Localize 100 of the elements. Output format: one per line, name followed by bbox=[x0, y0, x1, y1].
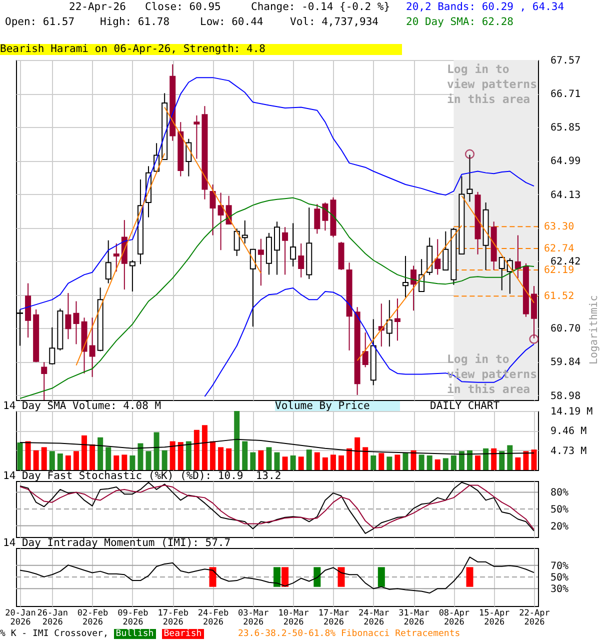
y-tick-label: 66.71 bbox=[550, 89, 581, 100]
candlestick bbox=[290, 222, 296, 267]
bar bbox=[162, 450, 168, 470]
bar bbox=[274, 452, 280, 470]
candlestick bbox=[258, 238, 264, 286]
y-tick-label: 4.73 M bbox=[550, 446, 587, 457]
x-tick-label: 03-Mar 2026 bbox=[238, 608, 269, 628]
x-tick-label: 24-Feb 2026 bbox=[198, 608, 229, 628]
y-tick-label: 64.13 bbox=[550, 190, 581, 201]
text: Change: -0.14 {-0.2 %} bbox=[251, 1, 390, 13]
candlestick bbox=[362, 332, 368, 368]
bar bbox=[402, 453, 408, 470]
chart-title: 14 Day Intraday Momentum (IMI): 57.7 bbox=[3, 537, 231, 549]
text: Bullish bbox=[114, 629, 156, 639]
bar bbox=[186, 441, 192, 470]
x-tick-label: 15-Apr 2026 bbox=[478, 608, 510, 628]
bar bbox=[298, 456, 304, 470]
bar bbox=[370, 455, 376, 470]
candlestick bbox=[105, 240, 112, 284]
candlestick bbox=[41, 362, 48, 400]
bar bbox=[426, 455, 432, 470]
candlestick bbox=[73, 300, 80, 345]
bar bbox=[362, 447, 368, 470]
candlestick bbox=[242, 220, 248, 244]
candlestick bbox=[210, 184, 216, 236]
y-tick-label: 9.46 M bbox=[550, 426, 587, 438]
bar bbox=[507, 445, 513, 470]
bar bbox=[98, 437, 104, 470]
bar bbox=[282, 456, 288, 470]
y-tick-label: 64.99 bbox=[550, 156, 581, 168]
x-tick-label: 20-Jan 2026 bbox=[5, 608, 36, 628]
bar bbox=[458, 451, 464, 470]
bar bbox=[523, 451, 529, 470]
y-tick-label: 65.85 bbox=[550, 122, 581, 134]
bar bbox=[138, 443, 144, 470]
bar bbox=[130, 455, 136, 470]
bar bbox=[106, 447, 112, 470]
annotation: Log in to view patterns in this area bbox=[447, 62, 538, 107]
y-tick-label: 60.70 bbox=[550, 324, 581, 335]
x-tick-label: 17-Feb 2026 bbox=[158, 608, 188, 628]
bar bbox=[515, 457, 521, 470]
text: Bearish bbox=[162, 629, 204, 639]
text: Vol: 4,737,934 bbox=[290, 16, 379, 28]
candlestick bbox=[466, 154, 473, 202]
candlestick bbox=[442, 230, 449, 271]
x-tick-label: 22-Apr 2026 bbox=[519, 608, 550, 628]
bar bbox=[17, 442, 23, 470]
line-series bbox=[20, 77, 534, 310]
candlestick bbox=[386, 300, 392, 348]
y-tick-label: 58.98 bbox=[550, 390, 581, 402]
candlestick bbox=[498, 256, 505, 291]
y-tick-label: 50% bbox=[550, 504, 569, 516]
candlestick bbox=[410, 265, 417, 312]
candlestick bbox=[314, 204, 320, 234]
y-tick-label: 30% bbox=[550, 584, 569, 596]
bar bbox=[250, 452, 256, 470]
bar bbox=[114, 455, 120, 470]
bar bbox=[483, 448, 489, 470]
bar bbox=[82, 435, 88, 470]
bar bbox=[226, 448, 232, 470]
text: 20 Day SMA: 62.28 bbox=[406, 16, 514, 28]
candlestick bbox=[402, 255, 408, 298]
candlestick bbox=[514, 234, 521, 279]
candlestick bbox=[250, 248, 256, 328]
y-tick-label: 50% bbox=[550, 572, 569, 584]
bar bbox=[290, 455, 296, 470]
bar bbox=[410, 450, 416, 470]
x-tick-label: 08-Apr 2026 bbox=[438, 608, 470, 628]
x-tick-label: 31-Mar 2026 bbox=[398, 608, 430, 628]
text: Low: 60.44 bbox=[200, 16, 264, 28]
ref-line-label: 62.19 bbox=[544, 265, 574, 276]
y-tick-label: 70% bbox=[550, 560, 569, 572]
bar bbox=[234, 411, 240, 470]
bar bbox=[531, 450, 537, 470]
candlestick bbox=[89, 317, 96, 378]
ref-line-label: 62.74 bbox=[544, 244, 574, 255]
chart-title: 14 Day Fast Stochastic (%K) (%D): 10.9 13.2 bbox=[3, 470, 282, 482]
candlestick bbox=[394, 298, 400, 342]
bar bbox=[354, 437, 360, 470]
candlestick bbox=[65, 292, 72, 340]
x-tick-label: 02-Feb 2026 bbox=[77, 608, 108, 628]
bar bbox=[266, 447, 272, 470]
ref-line-label: 61.52 bbox=[544, 291, 574, 302]
bar bbox=[33, 450, 39, 470]
bar bbox=[170, 441, 176, 470]
bar bbox=[338, 455, 344, 470]
bar bbox=[434, 459, 440, 470]
bar bbox=[122, 454, 128, 470]
bar bbox=[154, 432, 160, 470]
text: Open: 61.57 bbox=[5, 16, 75, 28]
line-series bbox=[20, 556, 534, 594]
text: 20,2 Bands: 60.29 , 64.34 bbox=[406, 1, 564, 13]
y-tick-label: 14.19 M bbox=[550, 406, 593, 418]
text: High: 61.78 bbox=[100, 16, 170, 28]
text: Close: 60.95 bbox=[145, 1, 221, 13]
candlestick bbox=[298, 242, 304, 278]
bar bbox=[346, 448, 352, 470]
line-series bbox=[20, 197, 534, 399]
text: Logarithmic bbox=[588, 295, 600, 365]
text: 23.6-38.2-50-61.8% Fibonacci Retracements bbox=[238, 629, 460, 639]
